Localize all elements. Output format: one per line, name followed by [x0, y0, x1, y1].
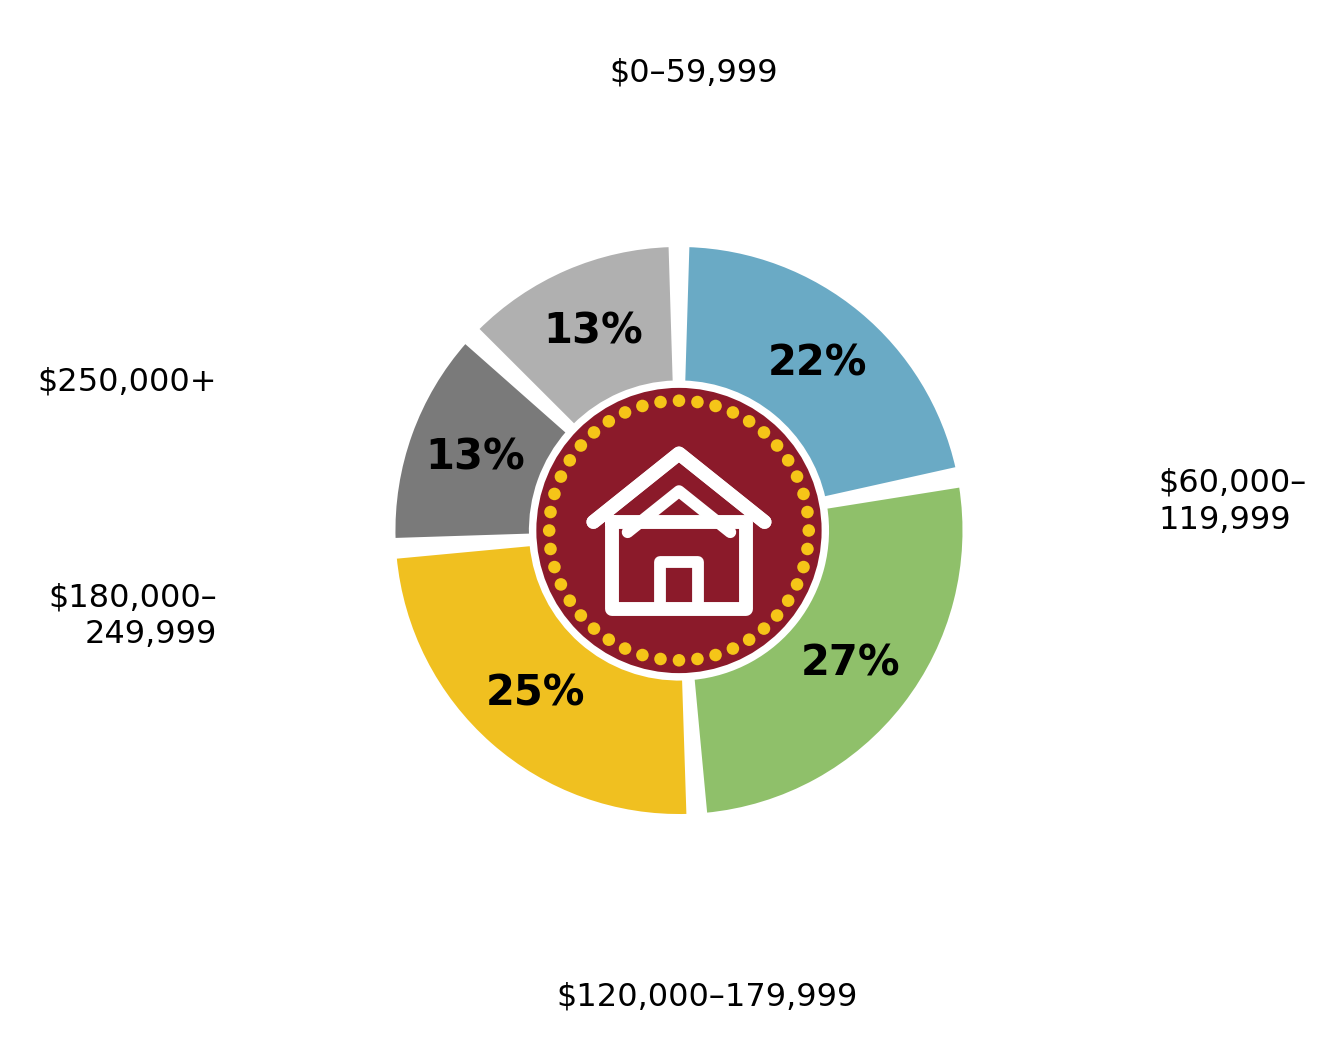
Circle shape	[801, 506, 813, 519]
Circle shape	[548, 561, 560, 573]
Circle shape	[544, 506, 557, 519]
Circle shape	[757, 427, 770, 438]
Circle shape	[742, 415, 756, 428]
Text: $120,000–179,999: $120,000–179,999	[557, 981, 858, 1012]
Circle shape	[726, 406, 740, 419]
Circle shape	[757, 623, 770, 634]
Circle shape	[536, 388, 821, 673]
Circle shape	[575, 439, 587, 452]
Circle shape	[770, 439, 784, 452]
Circle shape	[791, 470, 803, 483]
Circle shape	[791, 578, 803, 591]
Text: $180,000–
249,999: $180,000– 249,999	[48, 582, 217, 650]
Circle shape	[636, 648, 649, 661]
Wedge shape	[683, 245, 957, 499]
Text: $250,000+: $250,000+	[38, 367, 217, 398]
Circle shape	[709, 400, 722, 413]
Circle shape	[726, 642, 740, 655]
Circle shape	[673, 395, 685, 407]
Circle shape	[781, 454, 795, 467]
Circle shape	[691, 396, 704, 408]
Circle shape	[564, 594, 576, 607]
Circle shape	[543, 524, 556, 537]
Text: $60,000–
119,999: $60,000– 119,999	[1158, 468, 1306, 536]
Circle shape	[654, 653, 667, 665]
Circle shape	[801, 542, 813, 555]
Circle shape	[555, 578, 567, 591]
Circle shape	[691, 653, 704, 665]
Circle shape	[803, 524, 815, 537]
Circle shape	[564, 454, 576, 467]
Circle shape	[636, 400, 649, 413]
Circle shape	[781, 594, 795, 607]
Circle shape	[673, 654, 685, 666]
Circle shape	[603, 415, 615, 428]
Circle shape	[797, 561, 809, 573]
Text: 27%: 27%	[800, 642, 900, 684]
Circle shape	[619, 406, 631, 419]
Wedge shape	[395, 544, 689, 816]
Circle shape	[588, 427, 600, 438]
Wedge shape	[394, 342, 568, 540]
Circle shape	[742, 633, 756, 646]
Circle shape	[603, 633, 615, 646]
Text: 13%: 13%	[543, 311, 643, 352]
Wedge shape	[693, 486, 965, 815]
Circle shape	[548, 488, 560, 500]
Circle shape	[797, 488, 809, 500]
Text: $0–59,999: $0–59,999	[608, 57, 777, 88]
Circle shape	[709, 648, 722, 661]
Circle shape	[770, 609, 784, 622]
Circle shape	[555, 470, 567, 483]
Text: 25%: 25%	[486, 672, 586, 714]
Circle shape	[588, 623, 600, 634]
Circle shape	[544, 542, 557, 555]
Wedge shape	[477, 245, 674, 425]
Text: 13%: 13%	[425, 436, 525, 479]
Circle shape	[619, 642, 631, 655]
Circle shape	[575, 609, 587, 622]
Circle shape	[654, 396, 667, 408]
Text: 22%: 22%	[768, 343, 867, 384]
